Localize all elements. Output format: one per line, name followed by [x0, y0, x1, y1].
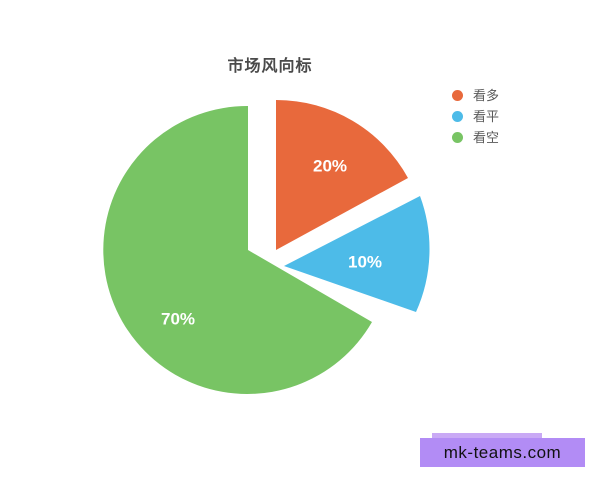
pie-slice-kanping[interactable]	[284, 196, 430, 312]
pie-slice-label-kanping: 10%	[348, 252, 382, 271]
pie-slice-label-kanduo: 20%	[313, 156, 347, 175]
watermark-stripe	[432, 433, 542, 440]
legend-marker-icon-kanping	[452, 110, 463, 122]
legend-item-kankong[interactable]: 看空	[452, 127, 572, 147]
legend: 看多 看平 看空	[452, 85, 572, 148]
pie-svg: 20% 10% 70%	[103, 99, 430, 394]
pie-slice-label-kankong: 70%	[161, 309, 195, 328]
legend-marker-icon-kanduo	[452, 89, 463, 101]
pie-slice-kanduo[interactable]	[276, 99, 408, 250]
legend-marker-icon-kankong	[452, 131, 463, 143]
watermark: mk-teams.com	[420, 433, 585, 467]
watermark-plate	[420, 438, 585, 467]
pie-slice-kankong[interactable]	[103, 105, 373, 394]
pie-plot-area: 20% 10% 70%	[103, 99, 430, 394]
legend-label-kanduo: 看多	[473, 87, 500, 103]
legend-label-kanping: 看平	[473, 108, 500, 124]
legend-item-kanping[interactable]: 看平	[452, 106, 572, 126]
chart-title: 市场风向标	[227, 58, 313, 75]
legend-label-kankong: 看空	[473, 129, 500, 145]
watermark-text: mk-teams.com	[443, 443, 562, 462]
legend-item-kanduo[interactable]: 看多	[452, 85, 572, 105]
